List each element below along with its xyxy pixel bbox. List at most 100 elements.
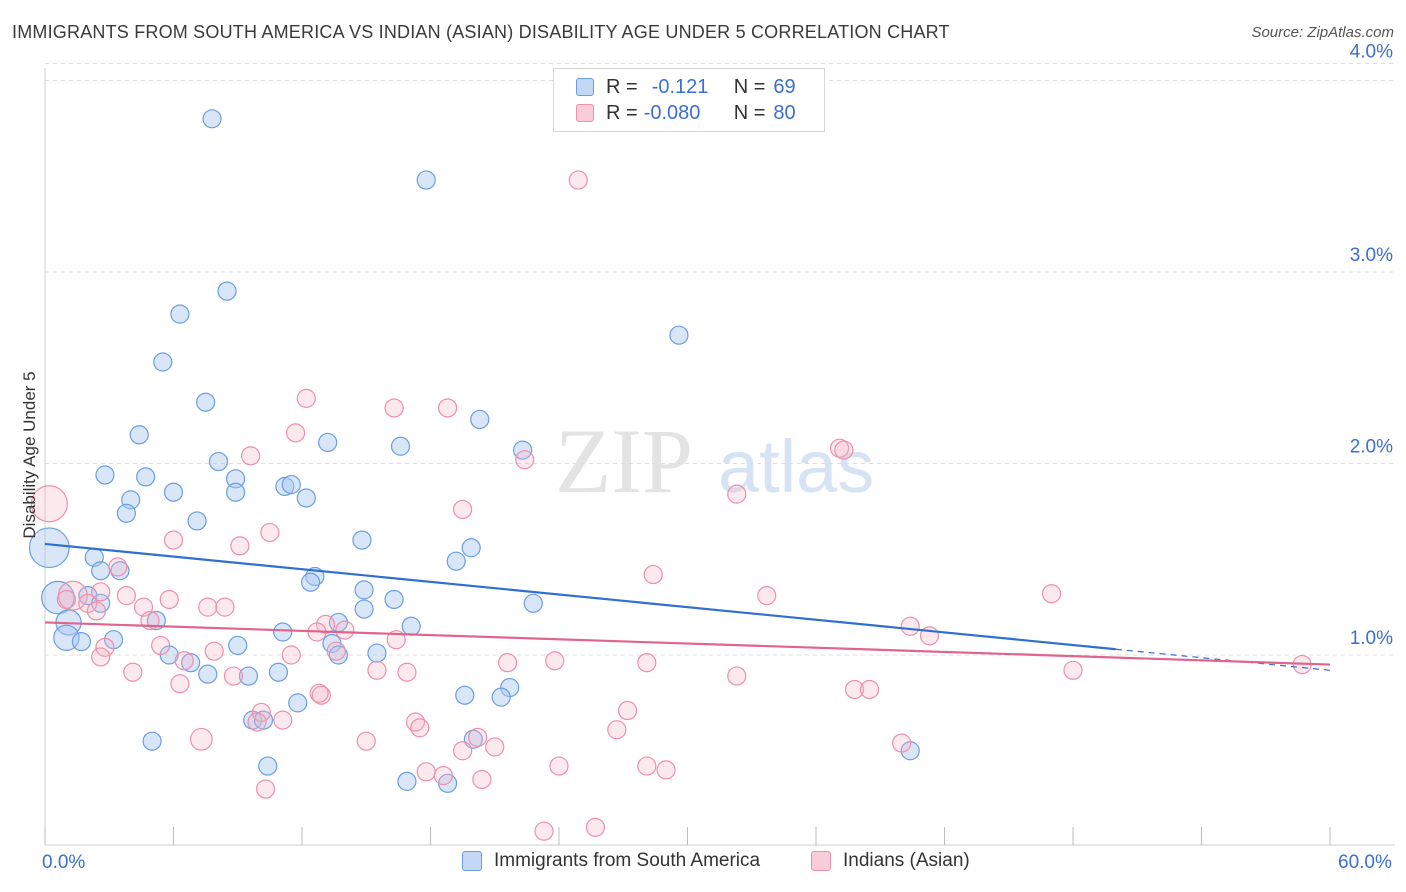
point-immigrants bbox=[455, 685, 475, 705]
source-label: Source: ZipAtlas.com bbox=[1251, 24, 1394, 41]
point-indians bbox=[86, 601, 107, 621]
point-immigrants bbox=[296, 488, 316, 508]
point-indians bbox=[433, 766, 453, 786]
point-indians bbox=[1063, 660, 1083, 680]
point-immigrants bbox=[153, 352, 173, 372]
point-indians bbox=[727, 666, 747, 686]
point-indians bbox=[617, 700, 638, 721]
point-indians bbox=[56, 589, 77, 610]
point-immigrants bbox=[163, 482, 184, 502]
legend-swatch-blue bbox=[576, 78, 594, 96]
bottom-legend-label: Indians (Asian) bbox=[843, 850, 970, 871]
legend-row-indians: R = -0.080 N = 80 bbox=[576, 101, 796, 125]
point-indians bbox=[247, 712, 267, 732]
point-indians bbox=[397, 662, 417, 682]
point-indians bbox=[438, 398, 458, 418]
chart-title: IMMIGRANTS FROM SOUTH AMERICA VS INDIAN … bbox=[12, 22, 950, 42]
point-indians bbox=[892, 733, 912, 753]
point-indians bbox=[281, 645, 301, 665]
point-indians bbox=[367, 660, 387, 680]
point-immigrants bbox=[416, 170, 436, 190]
point-immigrants bbox=[288, 693, 308, 713]
watermark-zip: ZIP bbox=[555, 410, 693, 512]
point-immigrants bbox=[136, 467, 156, 487]
point-indians bbox=[296, 388, 316, 408]
point-indians bbox=[453, 499, 473, 520]
point-indians bbox=[416, 762, 436, 782]
point-indians bbox=[230, 536, 250, 556]
point-immigrants bbox=[95, 465, 115, 485]
point-immigrants bbox=[512, 440, 533, 460]
correlation-legend: R = -0.121 N = 69 R = -0.080 N = 80 bbox=[553, 68, 825, 132]
point-immigrants bbox=[390, 436, 411, 456]
point-indians bbox=[568, 170, 588, 190]
point-immigrants bbox=[281, 474, 301, 495]
point-indians bbox=[384, 398, 404, 418]
point-indians bbox=[91, 582, 111, 602]
point-indians bbox=[545, 651, 565, 671]
point-immigrants bbox=[354, 580, 374, 600]
point-immigrants bbox=[367, 643, 387, 663]
point-immigrants bbox=[91, 561, 111, 581]
point-immigrants bbox=[258, 756, 278, 776]
point-immigrants bbox=[273, 622, 293, 642]
bottom-legend-swatch-pink bbox=[811, 851, 831, 871]
bottom-legend-indians: Indians (Asian) bbox=[811, 850, 970, 872]
point-immigrants bbox=[196, 392, 216, 412]
point-indians bbox=[900, 616, 920, 636]
point-indians bbox=[1041, 584, 1062, 604]
legend-n-label: N = bbox=[733, 75, 766, 98]
legend-n-value: 69 bbox=[773, 75, 796, 98]
point-indians bbox=[643, 564, 663, 585]
x-axis-max-label: 60.0% bbox=[1338, 852, 1392, 873]
point-immigrants bbox=[401, 616, 421, 636]
point-immigrants bbox=[669, 325, 689, 345]
legend-swatch-pink bbox=[576, 104, 594, 122]
point-indians bbox=[273, 710, 293, 730]
point-immigrants bbox=[384, 589, 404, 610]
point-indians bbox=[834, 440, 854, 460]
y-tick-label: 1.0% bbox=[1350, 628, 1393, 649]
y-tick-label: 3.0% bbox=[1350, 245, 1393, 266]
point-indians bbox=[223, 666, 244, 686]
point-indians bbox=[108, 557, 128, 577]
point-immigrants bbox=[226, 469, 246, 489]
point-indians bbox=[656, 760, 676, 780]
legend-r-value: -0.121 bbox=[651, 75, 709, 98]
point-indians bbox=[163, 530, 184, 550]
point-indians bbox=[727, 484, 747, 504]
legend-r-label: R = bbox=[606, 75, 638, 98]
legend-row-immigrants: R = -0.121 N = 69 bbox=[576, 75, 796, 99]
trendline-indians bbox=[44, 621, 1331, 666]
point-immigrants bbox=[129, 425, 149, 445]
x-axis-min-label: 0.0% bbox=[42, 852, 86, 873]
point-indians bbox=[453, 741, 473, 761]
legend-n-label: N = bbox=[733, 101, 766, 124]
point-immigrants bbox=[226, 482, 246, 502]
point-indians bbox=[498, 653, 518, 673]
point-indians bbox=[637, 756, 657, 776]
point-indians bbox=[116, 586, 136, 606]
point-immigrants bbox=[318, 432, 338, 453]
point-indians bbox=[241, 446, 261, 466]
bottom-legend-label: Immigrants from South America bbox=[494, 850, 761, 871]
point-immigrants bbox=[187, 511, 207, 531]
point-indians bbox=[356, 731, 376, 751]
point-indians bbox=[549, 756, 569, 776]
point-indians bbox=[255, 779, 276, 799]
point-immigrants bbox=[228, 635, 248, 656]
point-indians bbox=[91, 647, 111, 667]
point-immigrants bbox=[523, 593, 543, 613]
y-axis-label: Disability Age Under 5 bbox=[20, 371, 39, 539]
point-indians bbox=[607, 720, 627, 740]
point-indians bbox=[468, 727, 488, 747]
point-indians bbox=[123, 662, 143, 682]
point-indians bbox=[151, 635, 171, 656]
legend-r-label: R = bbox=[606, 101, 638, 124]
point-immigrants bbox=[446, 551, 466, 571]
point-immigrants bbox=[491, 687, 511, 707]
point-indians bbox=[198, 597, 218, 617]
point-immigrants bbox=[470, 409, 490, 430]
point-immigrants bbox=[397, 771, 417, 791]
